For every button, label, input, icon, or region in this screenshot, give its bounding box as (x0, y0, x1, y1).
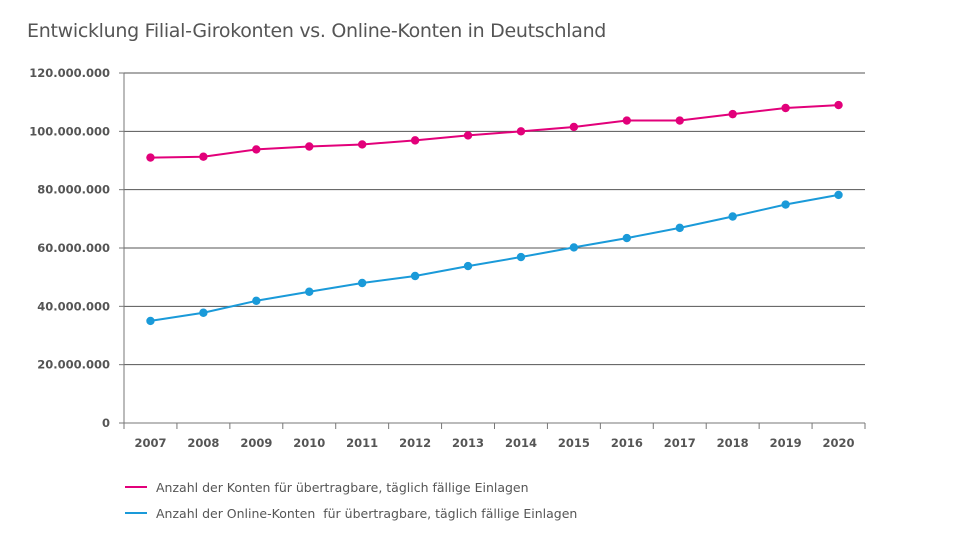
series-1 (146, 190, 843, 326)
x-tick-label: 2008 (187, 436, 219, 450)
legend-item-konten: Anzahl der Konten für übertragbare, tägl… (125, 474, 577, 500)
data-point (728, 212, 737, 221)
data-point (410, 271, 420, 281)
data-point (675, 223, 684, 233)
series-line (150, 193, 839, 322)
x-tick-label: 2011 (346, 436, 378, 450)
data-point (463, 261, 473, 271)
x-tick-label: 2013 (452, 436, 484, 450)
data-point (516, 252, 526, 262)
data-point (781, 103, 790, 113)
x-tick-label: 2009 (240, 436, 272, 450)
data-point (516, 127, 526, 136)
series-0 (146, 100, 843, 162)
x-tick-label: 2020 (823, 436, 855, 450)
data-point (305, 142, 314, 151)
series-group (146, 100, 843, 326)
data-point (199, 152, 208, 161)
data-point (357, 278, 367, 288)
y-tick-label: 0 (102, 416, 110, 430)
y-tick-label: 20.000.000 (37, 358, 110, 372)
data-point (357, 140, 367, 149)
data-point (463, 131, 473, 140)
x-tick-label: 2017 (664, 436, 696, 450)
legend-item-online-konten: Anzahl der Online-Konten für übertragbar… (125, 500, 577, 526)
x-tick-label: 2007 (134, 436, 166, 450)
x-tick-label: 2018 (717, 436, 749, 450)
data-point (410, 136, 420, 145)
gridlines (124, 72, 865, 366)
x-tick-label: 2016 (611, 436, 643, 450)
legend: Anzahl der Konten für übertragbare, tägl… (125, 474, 577, 526)
data-point (781, 200, 790, 209)
data-point (146, 153, 155, 162)
chart-title: Entwicklung Filial-Girokonten vs. Online… (27, 20, 607, 42)
data-point (305, 287, 314, 296)
data-point (622, 116, 632, 125)
y-tick-label: 80.000.000 (37, 183, 110, 197)
legend-swatch-konten (125, 485, 147, 489)
data-point (569, 122, 579, 132)
data-point (569, 243, 579, 252)
x-tick-label: 2010 (293, 436, 325, 450)
data-point (252, 296, 261, 305)
data-point (252, 145, 261, 154)
data-point (834, 100, 843, 110)
series-line (150, 104, 839, 159)
y-tick-label: 40.000.000 (37, 299, 110, 313)
x-tick-label: 2015 (558, 436, 590, 450)
data-point (675, 116, 684, 125)
data-point (834, 190, 843, 200)
y-axis-ticks: 0 20.000.000 40.000.000 60.000.000 80.000.00… (29, 66, 124, 430)
legend-label-konten: Anzahl der Konten für übertragbare, tägl… (156, 479, 529, 495)
data-point (728, 109, 737, 119)
data-point (146, 316, 155, 326)
x-axis-ticks: 2007 2008 2009 2010 2011 2012 2013 2014 2015 2016… (123, 423, 866, 450)
x-tick-label: 2014 (505, 436, 537, 450)
legend-label-online-konten: Anzahl der Online-Konten für übertragbar… (156, 505, 578, 521)
y-tick-label: 60.000.000 (37, 241, 110, 255)
data-point (622, 233, 632, 243)
y-tick-label: 120.000.000 (29, 66, 110, 80)
x-tick-label: 2019 (770, 436, 802, 450)
legend-swatch-online-konten (125, 511, 147, 515)
data-point (199, 308, 208, 317)
y-tick-label: 100.000.000 (29, 124, 110, 138)
x-tick-label: 2012 (399, 436, 431, 450)
